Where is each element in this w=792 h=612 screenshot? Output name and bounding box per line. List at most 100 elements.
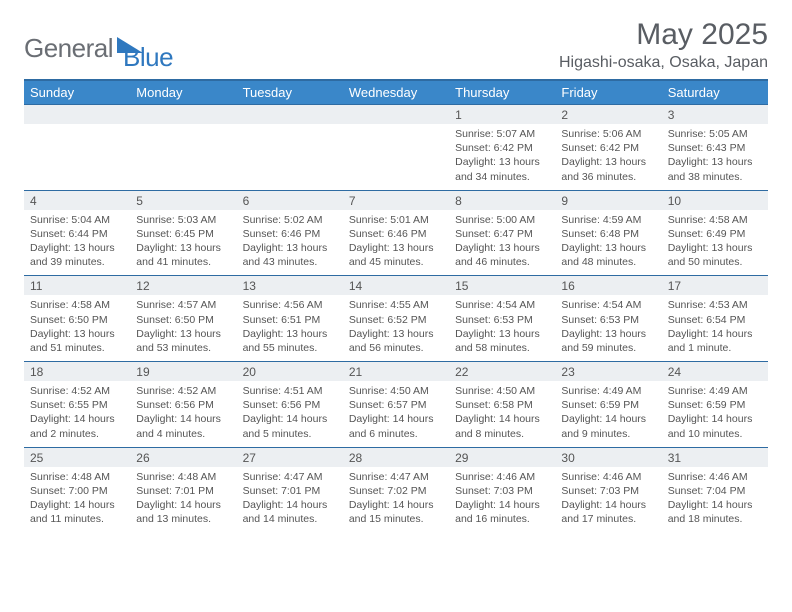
- day-detail-cell: Sunrise: 4:57 AMSunset: 6:50 PMDaylight:…: [130, 295, 236, 361]
- day-number-cell: 3: [662, 105, 768, 125]
- daylight-text: Daylight: 13 hours and 38 minutes.: [668, 155, 762, 183]
- sunrise-text: Sunrise: 4:54 AM: [455, 298, 549, 312]
- day-detail-row: Sunrise: 4:48 AMSunset: 7:00 PMDaylight:…: [24, 467, 768, 533]
- day-number-cell: 16: [555, 276, 661, 296]
- day-number-cell: 24: [662, 362, 768, 382]
- sunrise-text: Sunrise: 5:03 AM: [136, 213, 230, 227]
- sunrise-text: Sunrise: 5:07 AM: [455, 127, 549, 141]
- daylight-text: Daylight: 13 hours and 48 minutes.: [561, 241, 655, 269]
- weekday-header: Saturday: [662, 80, 768, 105]
- sunrise-text: Sunrise: 4:46 AM: [561, 470, 655, 484]
- daylight-text: Daylight: 14 hours and 15 minutes.: [349, 498, 443, 526]
- sunrise-text: Sunrise: 4:51 AM: [243, 384, 337, 398]
- day-detail-cell: Sunrise: 5:07 AMSunset: 6:42 PMDaylight:…: [449, 124, 555, 190]
- day-number-cell: [237, 105, 343, 125]
- day-detail-cell: Sunrise: 4:46 AMSunset: 7:04 PMDaylight:…: [662, 467, 768, 533]
- day-number-cell: 20: [237, 362, 343, 382]
- day-detail-cell: Sunrise: 4:52 AMSunset: 6:55 PMDaylight:…: [24, 381, 130, 447]
- daylight-text: Daylight: 13 hours and 43 minutes.: [243, 241, 337, 269]
- daylight-text: Daylight: 14 hours and 16 minutes.: [455, 498, 549, 526]
- location-label: Higashi-osaka, Osaka, Japan: [559, 54, 768, 72]
- day-detail-cell: Sunrise: 4:58 AMSunset: 6:50 PMDaylight:…: [24, 295, 130, 361]
- day-detail-cell: Sunrise: 5:04 AMSunset: 6:44 PMDaylight:…: [24, 210, 130, 276]
- daylight-text: Daylight: 13 hours and 41 minutes.: [136, 241, 230, 269]
- day-number-cell: 17: [662, 276, 768, 296]
- sunrise-text: Sunrise: 4:57 AM: [136, 298, 230, 312]
- day-number-cell: 23: [555, 362, 661, 382]
- daylight-text: Daylight: 14 hours and 9 minutes.: [561, 412, 655, 440]
- sunset-text: Sunset: 7:04 PM: [668, 484, 762, 498]
- sunset-text: Sunset: 6:46 PM: [349, 227, 443, 241]
- day-number-cell: 31: [662, 447, 768, 467]
- daylight-text: Daylight: 13 hours and 34 minutes.: [455, 155, 549, 183]
- daylight-text: Daylight: 13 hours and 55 minutes.: [243, 327, 337, 355]
- daylight-text: Daylight: 13 hours and 53 minutes.: [136, 327, 230, 355]
- day-detail-cell: Sunrise: 5:05 AMSunset: 6:43 PMDaylight:…: [662, 124, 768, 190]
- day-number-cell: 13: [237, 276, 343, 296]
- day-detail-cell: Sunrise: 4:58 AMSunset: 6:49 PMDaylight:…: [662, 210, 768, 276]
- day-number-cell: 12: [130, 276, 236, 296]
- sunset-text: Sunset: 6:49 PM: [668, 227, 762, 241]
- sunset-text: Sunset: 7:00 PM: [30, 484, 124, 498]
- sunset-text: Sunset: 7:02 PM: [349, 484, 443, 498]
- daylight-text: Daylight: 14 hours and 6 minutes.: [349, 412, 443, 440]
- sunrise-text: Sunrise: 4:49 AM: [668, 384, 762, 398]
- day-detail-cell: Sunrise: 4:54 AMSunset: 6:53 PMDaylight:…: [449, 295, 555, 361]
- daylight-text: Daylight: 14 hours and 1 minute.: [668, 327, 762, 355]
- day-detail-cell: [24, 124, 130, 190]
- day-detail-row: Sunrise: 4:58 AMSunset: 6:50 PMDaylight:…: [24, 295, 768, 361]
- sunset-text: Sunset: 6:56 PM: [136, 398, 230, 412]
- sunset-text: Sunset: 6:54 PM: [668, 313, 762, 327]
- weekday-header: Monday: [130, 80, 236, 105]
- day-detail-cell: Sunrise: 5:06 AMSunset: 6:42 PMDaylight:…: [555, 124, 661, 190]
- day-detail-cell: Sunrise: 4:51 AMSunset: 6:56 PMDaylight:…: [237, 381, 343, 447]
- daylight-text: Daylight: 14 hours and 17 minutes.: [561, 498, 655, 526]
- sunset-text: Sunset: 6:57 PM: [349, 398, 443, 412]
- sunrise-text: Sunrise: 5:01 AM: [349, 213, 443, 227]
- day-number-cell: 19: [130, 362, 236, 382]
- day-detail-cell: Sunrise: 4:53 AMSunset: 6:54 PMDaylight:…: [662, 295, 768, 361]
- daylight-text: Daylight: 14 hours and 13 minutes.: [136, 498, 230, 526]
- sunset-text: Sunset: 6:50 PM: [136, 313, 230, 327]
- sunset-text: Sunset: 6:58 PM: [455, 398, 549, 412]
- sunset-text: Sunset: 6:42 PM: [455, 141, 549, 155]
- sunset-text: Sunset: 6:45 PM: [136, 227, 230, 241]
- daylight-text: Daylight: 13 hours and 58 minutes.: [455, 327, 549, 355]
- day-detail-cell: Sunrise: 4:49 AMSunset: 6:59 PMDaylight:…: [555, 381, 661, 447]
- day-number-row: 123: [24, 105, 768, 125]
- sunrise-text: Sunrise: 4:55 AM: [349, 298, 443, 312]
- sunrise-text: Sunrise: 4:49 AM: [561, 384, 655, 398]
- sunset-text: Sunset: 6:46 PM: [243, 227, 337, 241]
- day-detail-cell: Sunrise: 4:49 AMSunset: 6:59 PMDaylight:…: [662, 381, 768, 447]
- sunrise-text: Sunrise: 4:59 AM: [561, 213, 655, 227]
- day-detail-cell: Sunrise: 4:56 AMSunset: 6:51 PMDaylight:…: [237, 295, 343, 361]
- day-detail-cell: Sunrise: 4:59 AMSunset: 6:48 PMDaylight:…: [555, 210, 661, 276]
- day-detail-cell: Sunrise: 4:48 AMSunset: 7:01 PMDaylight:…: [130, 467, 236, 533]
- sunrise-text: Sunrise: 4:58 AM: [30, 298, 124, 312]
- sunrise-text: Sunrise: 4:48 AM: [30, 470, 124, 484]
- logo: General Blue: [24, 24, 173, 73]
- sunrise-text: Sunrise: 4:47 AM: [243, 470, 337, 484]
- daylight-text: Daylight: 14 hours and 5 minutes.: [243, 412, 337, 440]
- sunset-text: Sunset: 6:42 PM: [561, 141, 655, 155]
- daylight-text: Daylight: 14 hours and 8 minutes.: [455, 412, 549, 440]
- sunrise-text: Sunrise: 5:00 AM: [455, 213, 549, 227]
- calendar-table: SundayMondayTuesdayWednesdayThursdayFrid…: [24, 79, 768, 532]
- day-number-cell: 28: [343, 447, 449, 467]
- sunset-text: Sunset: 6:47 PM: [455, 227, 549, 241]
- day-number-cell: 29: [449, 447, 555, 467]
- daylight-text: Daylight: 13 hours and 51 minutes.: [30, 327, 124, 355]
- sunset-text: Sunset: 6:53 PM: [455, 313, 549, 327]
- daylight-text: Daylight: 14 hours and 11 minutes.: [30, 498, 124, 526]
- daylight-text: Daylight: 14 hours and 4 minutes.: [136, 412, 230, 440]
- day-number-row: 11121314151617: [24, 276, 768, 296]
- sunset-text: Sunset: 6:53 PM: [561, 313, 655, 327]
- day-detail-cell: Sunrise: 4:46 AMSunset: 7:03 PMDaylight:…: [449, 467, 555, 533]
- sunrise-text: Sunrise: 4:47 AM: [349, 470, 443, 484]
- day-detail-cell: Sunrise: 5:02 AMSunset: 6:46 PMDaylight:…: [237, 210, 343, 276]
- day-number-cell: 2: [555, 105, 661, 125]
- day-number-cell: 4: [24, 190, 130, 210]
- day-detail-cell: Sunrise: 5:03 AMSunset: 6:45 PMDaylight:…: [130, 210, 236, 276]
- daylight-text: Daylight: 14 hours and 18 minutes.: [668, 498, 762, 526]
- day-number-cell: 14: [343, 276, 449, 296]
